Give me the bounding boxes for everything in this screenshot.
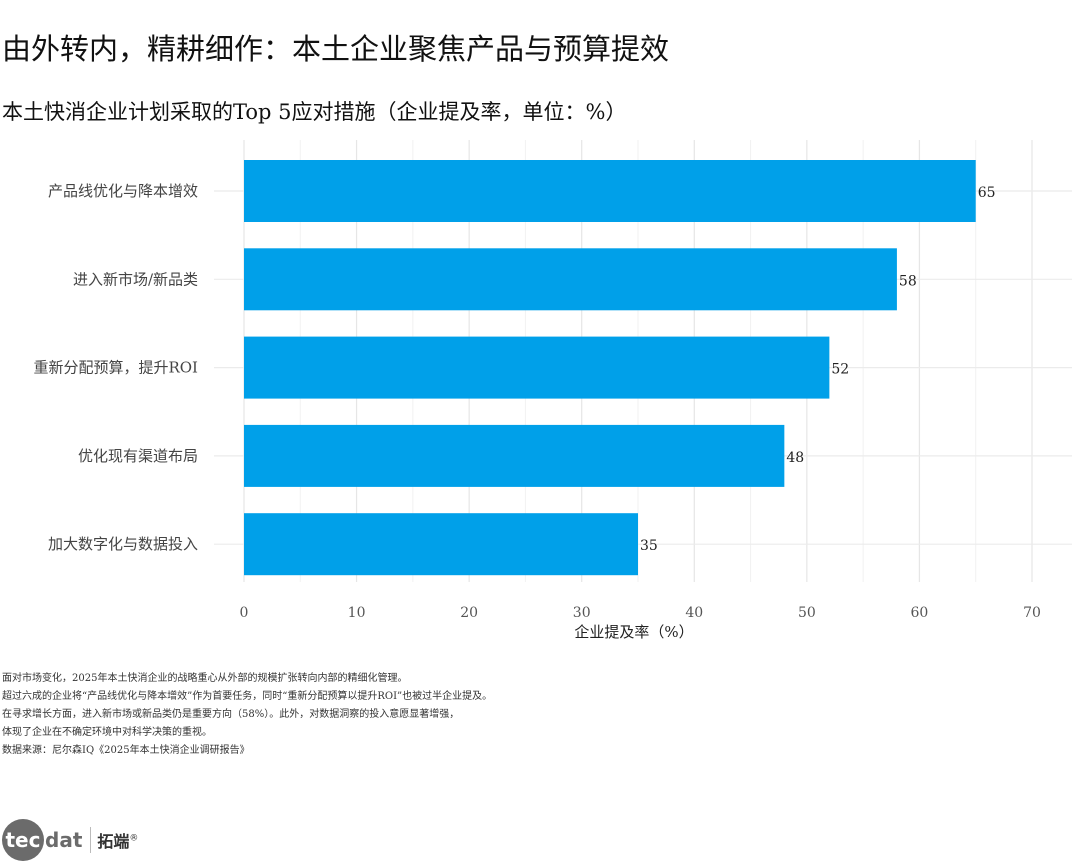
category-label: 产品线优化与降本增效 (48, 182, 198, 200)
bar (244, 160, 976, 222)
caption-line: 面对市场变化，2025年本土快消企业的战略重心从外部的规模扩张转向内部的精细化管… (2, 673, 408, 684)
bar (244, 336, 830, 399)
brand-logo: tec dat 拓端® (2, 818, 138, 862)
x-tick-label: 50 (798, 605, 816, 621)
bars (244, 160, 976, 576)
x-tick-label: 0 (240, 605, 249, 621)
x-axis-title: 企业提及率（%） (574, 623, 693, 641)
x-tick-label: 10 (348, 605, 366, 621)
x-tick-label: 60 (911, 605, 929, 621)
x-tick-label: 70 (1023, 605, 1041, 621)
bar (244, 513, 638, 576)
x-tick-label: 20 (460, 605, 478, 621)
bar (244, 248, 897, 311)
category-label: 加大数字化与数据投入 (48, 535, 198, 553)
bar (244, 424, 785, 487)
chart-subtitle: 本土快消企业计划采取的Top 5应对措施（企业提及率，单位：%） (2, 100, 627, 124)
caption-line: 超过六成的企业将“产品线优化与降本增效”作为首要任务，同时“重新分配预算以提升R… (2, 691, 493, 702)
logo-circle: tec (2, 819, 44, 861)
bar-value-label: 52 (831, 362, 849, 378)
category-label: 进入新市场/新品类 (73, 270, 198, 288)
chart-caption: 面对市场变化，2025年本土快消企业的战略重心从外部的规模扩张转向内部的精细化管… (2, 670, 492, 760)
x-tick-label: 30 (573, 605, 591, 621)
page-title: 由外转内，精耕细作：本土企业聚焦产品与预算提效 (2, 32, 670, 66)
category-label: 重新分配预算，提升ROI (33, 359, 198, 377)
caption-line: 在寻求增长方面，进入新市场或新品类仍是重要方向（58%）。此外，对数据洞察的投入… (2, 709, 460, 720)
bar-value-label: 48 (786, 450, 804, 466)
bar-value-label: 58 (899, 273, 917, 289)
caption-line: 体现了企业在不确定环境中对科学决策的重视。 (2, 727, 212, 738)
value-labels: 65 58 52 48 35 (640, 185, 996, 554)
logo-word: dat (45, 828, 83, 852)
x-tick-labels: 0 10 20 30 40 50 60 70 (240, 605, 1041, 621)
bar-value-label: 35 (640, 538, 658, 554)
logo-divider (90, 827, 92, 853)
bar-value-label: 65 (978, 185, 996, 201)
logo-chinese-name: 拓端® (97, 832, 139, 851)
data-source: 数据来源：尼尔森IQ《2025年本土快消企业调研报告》 (2, 745, 250, 756)
x-tick-label: 40 (685, 605, 703, 621)
category-label: 优化现有渠道布局 (78, 447, 198, 465)
